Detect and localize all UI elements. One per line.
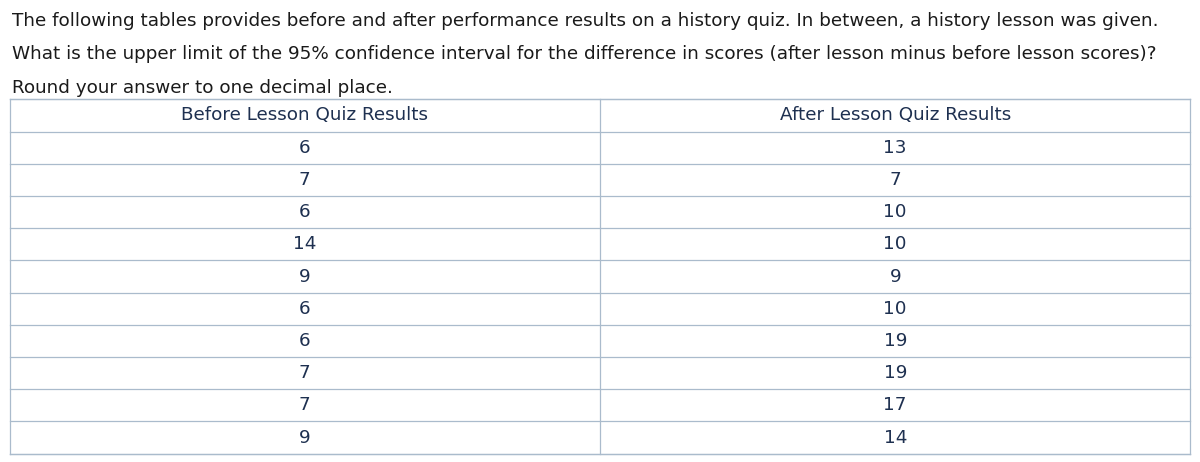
Text: 19: 19 bbox=[883, 332, 907, 350]
Text: 6: 6 bbox=[299, 203, 311, 221]
Text: 10: 10 bbox=[883, 235, 907, 253]
Text: 17: 17 bbox=[883, 396, 907, 414]
Text: 14: 14 bbox=[883, 429, 907, 447]
Text: Round your answer to one decimal place.: Round your answer to one decimal place. bbox=[12, 79, 392, 97]
Text: 6: 6 bbox=[299, 300, 311, 318]
Text: 14: 14 bbox=[293, 235, 317, 253]
Text: 9: 9 bbox=[299, 267, 311, 286]
Text: 7: 7 bbox=[299, 171, 311, 189]
Text: 7: 7 bbox=[299, 364, 311, 382]
Text: 9: 9 bbox=[889, 267, 901, 286]
Text: 10: 10 bbox=[883, 203, 907, 221]
Text: 9: 9 bbox=[299, 429, 311, 447]
Text: After Lesson Quiz Results: After Lesson Quiz Results bbox=[780, 106, 1010, 124]
Text: 19: 19 bbox=[883, 364, 907, 382]
Text: 10: 10 bbox=[883, 300, 907, 318]
Text: What is the upper limit of the 95% confidence interval for the difference in sco: What is the upper limit of the 95% confi… bbox=[12, 45, 1157, 63]
Text: Before Lesson Quiz Results: Before Lesson Quiz Results bbox=[181, 106, 428, 124]
Text: The following tables provides before and after performance results on a history : The following tables provides before and… bbox=[12, 12, 1158, 30]
Text: 13: 13 bbox=[883, 139, 907, 157]
Text: 6: 6 bbox=[299, 139, 311, 157]
Text: 7: 7 bbox=[889, 171, 901, 189]
Text: 7: 7 bbox=[299, 396, 311, 414]
Text: 6: 6 bbox=[299, 332, 311, 350]
